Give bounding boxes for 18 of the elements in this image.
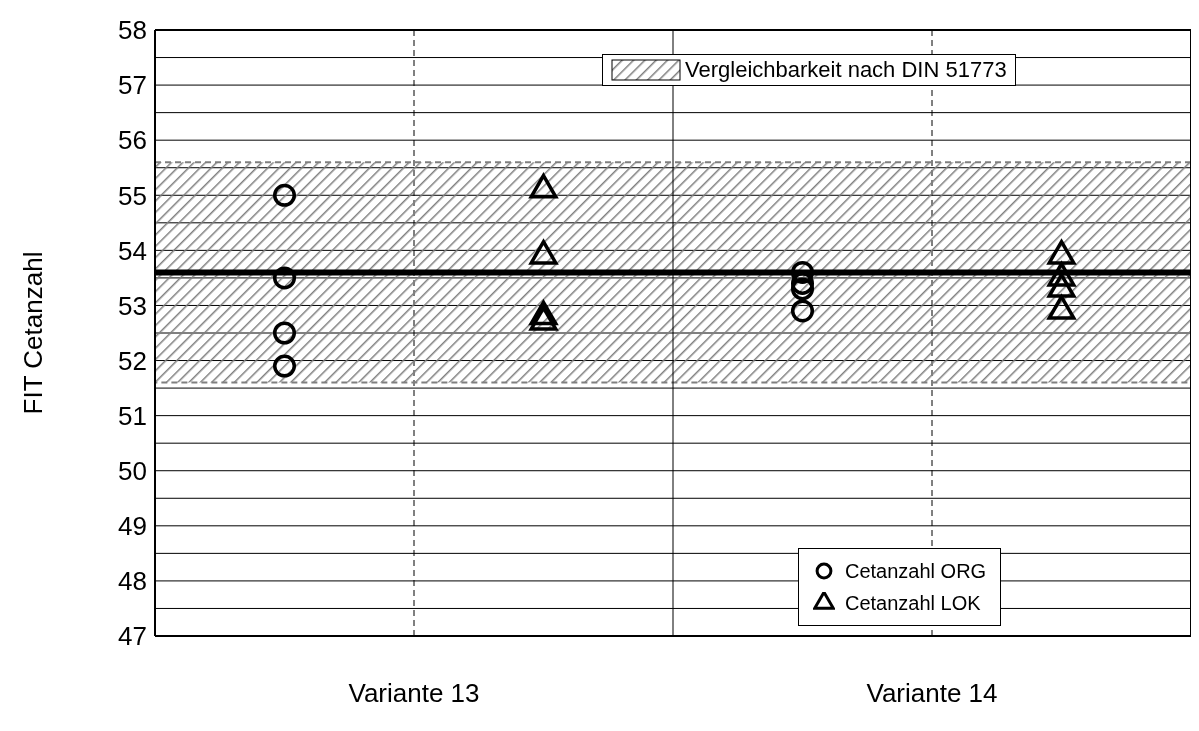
y-tick-label: 50 [118,455,147,486]
y-axis-title: FIT Cetanzahl [18,251,49,415]
legend-label: Cetanzahl LOK [845,591,981,616]
y-tick-label: 54 [118,235,147,266]
legend-label: Vergleichbarkeit nach DIN 51773 [685,57,1007,83]
y-tick-label: 49 [118,511,147,542]
y-tick-label: 51 [118,400,147,431]
y-tick-label: 47 [118,621,147,652]
y-tick-label: 48 [118,566,147,597]
x-tick-label: Variante 14 [866,678,998,709]
y-tick-label: 56 [118,125,147,156]
legend-label: Cetanzahl ORG [845,559,987,584]
y-tick-label: 55 [118,180,147,211]
y-tick-label: 58 [118,15,147,46]
y-tick-label: 57 [118,70,147,101]
x-tick-label: Variante 13 [348,678,480,709]
y-tick-label: 53 [118,290,147,321]
y-tick-label: 52 [118,345,147,376]
